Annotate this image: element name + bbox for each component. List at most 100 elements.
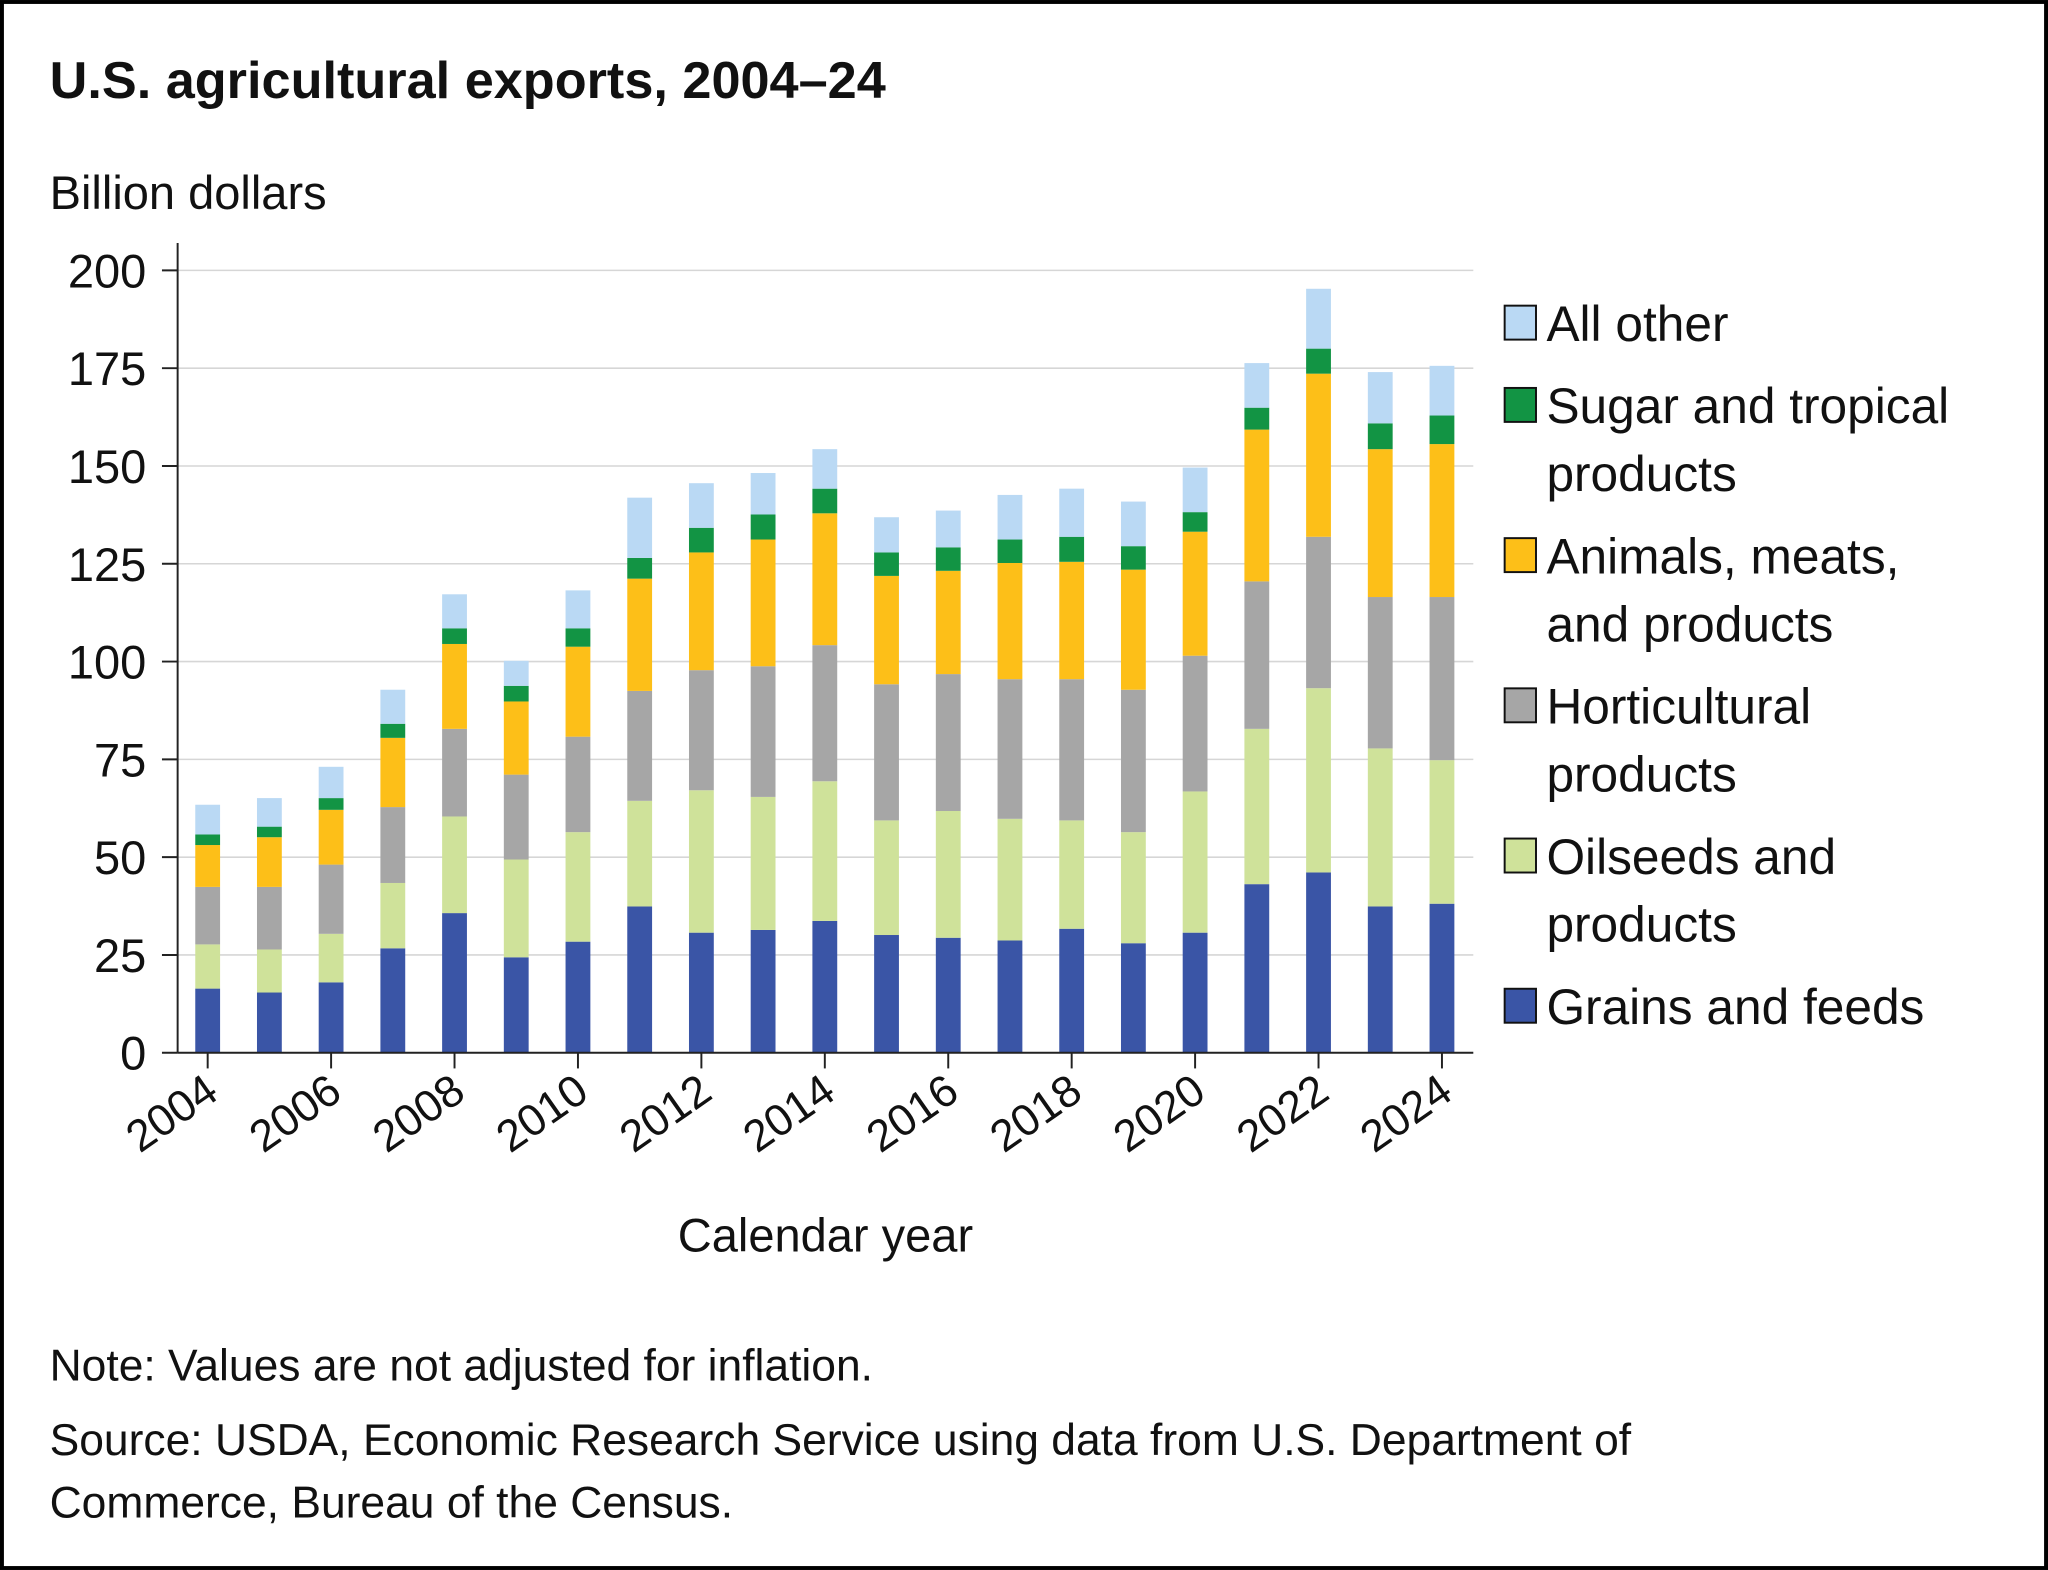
bar-2008-series-3 [442, 643, 467, 729]
y-tick-label: 200 [68, 244, 146, 297]
bar-2012-series-3 [688, 552, 714, 671]
bar-2018-series-1 [1059, 820, 1085, 929]
bar-2021-series-3 [1244, 429, 1270, 582]
bar-2020-series-1 [1182, 791, 1208, 933]
bar-2013-series-3 [750, 539, 776, 667]
bar-2009-series-1 [503, 859, 529, 958]
y-tick-label: 75 [94, 733, 146, 786]
bar-2010-series-4 [565, 628, 591, 647]
legend-label: Oilseeds and [1546, 829, 1836, 885]
bar-2023-series-4 [1367, 423, 1393, 450]
bar-2018-series-5 [1059, 488, 1085, 537]
note: Note: Values are not adjusted for inflat… [50, 1342, 873, 1391]
bar-2011-series-3 [627, 578, 653, 691]
bar-2024-series-4 [1429, 415, 1455, 445]
bar-2013-series-4 [750, 514, 776, 540]
bar-2015-series-2 [874, 684, 899, 821]
bar-2021-series-5 [1244, 363, 1270, 408]
bar-2005-series-5 [256, 798, 282, 827]
bar-2008-series-0 [442, 913, 467, 1053]
bar-2014-series-4 [812, 488, 838, 514]
bar-2016-series-1 [935, 811, 961, 938]
bar-2015-series-3 [874, 575, 899, 685]
bar-2007-series-5 [380, 689, 406, 724]
bar-2017-series-0 [997, 940, 1023, 1053]
bar-2013-series-0 [750, 929, 776, 1053]
bar-2010-series-2 [565, 736, 591, 833]
bar-2022-series-0 [1306, 872, 1331, 1053]
bar-2005-series-3 [256, 837, 282, 887]
legend-label: All other [1546, 296, 1728, 352]
legend-swatch [1503, 304, 1537, 341]
bar-2004-series-5 [195, 804, 221, 835]
bar-2007-series-1 [380, 882, 406, 949]
bar-2009-series-0 [503, 957, 529, 1053]
bar-2020-series-0 [1182, 932, 1208, 1053]
bar-2012-series-1 [688, 790, 714, 933]
legend-label: products [1546, 897, 1736, 953]
y-tick-label: 175 [68, 342, 146, 395]
bar-2024-series-5 [1429, 365, 1455, 416]
bar-2022-series-2 [1306, 536, 1331, 689]
bar-2010-series-0 [565, 941, 591, 1053]
bar-2015-series-0 [874, 935, 899, 1053]
legend: All other Sugar and tropical products Anima… [1503, 296, 1949, 1035]
bar-2024-series-2 [1429, 597, 1455, 761]
bar-2011-series-2 [627, 690, 653, 801]
legend-label: products [1546, 747, 1736, 803]
bar-2018-series-0 [1059, 928, 1085, 1053]
bar-2023-series-3 [1367, 449, 1393, 598]
bar-2010-series-1 [565, 832, 591, 942]
legend-swatch [1503, 386, 1537, 423]
bar-2024-series-3 [1429, 444, 1455, 598]
bar-2017-series-2 [997, 679, 1023, 819]
bar-2009-series-2 [503, 774, 529, 860]
source-line-1: Source: USDA, Economic Research Service … [50, 1416, 1632, 1465]
bar-2012-series-0 [688, 932, 714, 1053]
bar-2019-series-3 [1120, 569, 1146, 690]
source-line-2: Commerce, Bureau of the Census. [50, 1479, 733, 1528]
bar-2014-series-0 [812, 920, 838, 1053]
legend-swatch [1503, 837, 1537, 874]
bar-2023-series-0 [1367, 906, 1393, 1053]
bar-2016-series-5 [935, 510, 961, 548]
bar-2011-series-4 [627, 557, 653, 579]
bar-2011-series-5 [627, 497, 653, 558]
bar-2014-series-2 [812, 645, 838, 782]
bar-2011-series-0 [627, 906, 653, 1053]
bar-2004-series-4 [195, 834, 221, 846]
bar-2008-series-5 [442, 594, 467, 629]
legend-label: Grains and feeds [1546, 979, 1924, 1035]
chart-title: U.S. agricultural exports, 2004–24 [50, 52, 886, 110]
bar-2023-series-1 [1367, 748, 1393, 907]
bar-2012-series-4 [688, 527, 714, 553]
bar-2004-series-2 [195, 886, 221, 945]
bar-2015-series-1 [874, 820, 899, 936]
bar-2022-series-5 [1306, 288, 1331, 349]
bar-2011-series-1 [627, 800, 653, 907]
bar-2012-series-5 [688, 483, 714, 528]
bar-2017-series-5 [997, 494, 1023, 540]
legend-label: Horticultural [1546, 679, 1811, 735]
bar-2024-series-1 [1429, 760, 1455, 904]
bar-2008-series-4 [442, 628, 467, 644]
bar-2020-series-5 [1182, 467, 1208, 513]
legend-swatch [1503, 687, 1537, 724]
legend-label: Animals, meats, [1546, 528, 1899, 584]
bar-2016-series-0 [935, 937, 961, 1053]
y-axis-ticks: 0 25 50 75 100 125 150 175 200 [68, 244, 178, 1080]
bar-2007-series-2 [380, 807, 406, 883]
legend-label: Sugar and tropical [1546, 378, 1949, 434]
bar-2018-series-4 [1059, 536, 1085, 562]
bar-2019-series-5 [1120, 501, 1146, 547]
bar-2012-series-2 [688, 670, 714, 791]
bar-2006-series-0 [318, 982, 344, 1053]
y-tick-label: 125 [68, 538, 146, 591]
bar-2007-series-0 [380, 948, 406, 1053]
bar-2009-series-4 [503, 685, 529, 702]
bar-2023-series-2 [1367, 597, 1393, 749]
legend-swatch [1503, 987, 1537, 1024]
bar-2005-series-0 [256, 992, 282, 1053]
bar-2019-series-4 [1120, 546, 1146, 570]
bar-2020-series-3 [1182, 531, 1208, 656]
